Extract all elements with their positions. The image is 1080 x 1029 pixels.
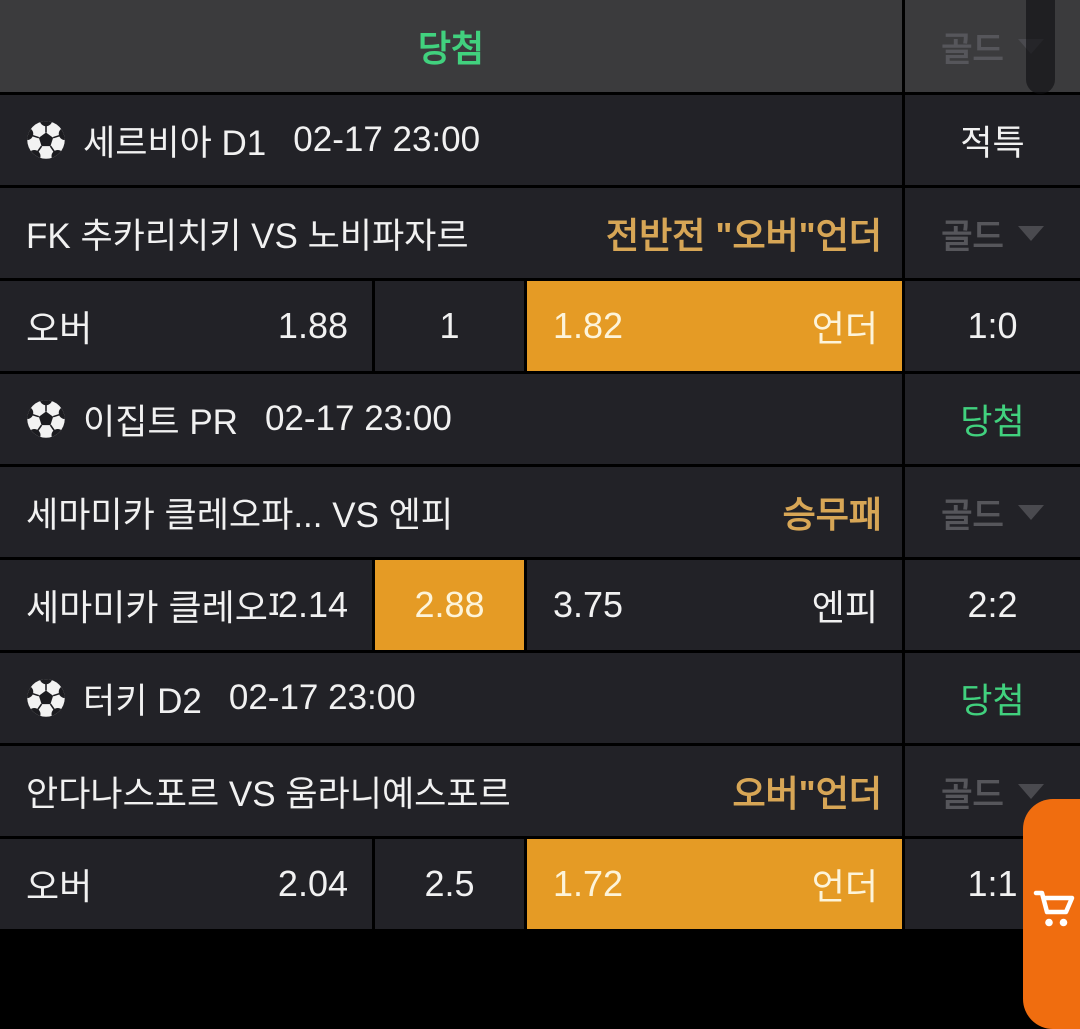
league-name: 터키 D2 [83, 681, 202, 721]
match-datetime: 02-17 23:00 [264, 399, 452, 438]
result-badge: 당첨 [960, 681, 1025, 721]
odds-cell-line[interactable]: 1 [375, 281, 527, 371]
odds-cell-home[interactable]: 세마미카 클레오파 2.14 [0, 560, 375, 650]
gold-dropdown[interactable]: 골드 [941, 767, 1044, 816]
odds-cell-over[interactable]: 오버 1.88 [0, 281, 375, 371]
match-score: 1:0 [967, 305, 1018, 346]
gold-dropdown[interactable]: 골드 [941, 209, 1044, 258]
odds-cell-over[interactable]: 오버 2.04 [0, 839, 375, 929]
match-title: 세마미카 클레오파... VS 엔피 [26, 495, 454, 535]
odds-value: 1.88 [277, 305, 348, 346]
odds-row: 오버 1.88 1 1.82 언더 1:0 [0, 281, 1080, 374]
match-title-row: FK 추카리치키 VS 노비파자르 전반전 "오버"언더 골드 [0, 188, 1080, 281]
gold-dropdown-label: 골드 [941, 217, 1004, 256]
league-name: 이집트 PR [83, 402, 238, 442]
soccer-ball-icon [26, 399, 66, 439]
odds-value: 2.14 [277, 584, 348, 625]
odds-value: 1 [439, 305, 460, 346]
odds-label: 세마미카 클레오파 [26, 587, 278, 628]
odds-cell-under-selected[interactable]: 1.82 언더 [527, 281, 902, 371]
odds-cell-under-selected[interactable]: 1.72 언더 [527, 839, 902, 929]
league-row: 세르비아 D1 02-17 23:00 적특 [0, 95, 1080, 188]
bet-type-label: 오버"언더 [732, 773, 882, 814]
soccer-ball-icon [26, 678, 66, 718]
match-datetime: 02-17 23:00 [228, 678, 416, 717]
bet-type-label: 전반전 "오버"언더 [606, 215, 882, 256]
match-score: 1:1 [967, 863, 1018, 904]
gold-dropdown-label: 골드 [941, 775, 1004, 814]
chevron-down-icon [1017, 783, 1044, 799]
gold-dropdown-label: 골드 [941, 30, 1004, 69]
odds-value: 2.88 [414, 584, 485, 625]
odds-label: 오버 [26, 308, 93, 349]
match-title-row: 안다나스포르 VS 움라니예스포르 오버"언더 골드 [0, 746, 1080, 839]
chevron-down-icon [1017, 504, 1044, 520]
gold-dropdown[interactable]: 골드 [941, 488, 1044, 537]
shopping-cart-icon [1033, 890, 1075, 927]
odds-label: 엔피 [811, 587, 878, 628]
league-row: 터키 D2 02-17 23:00 당첨 [0, 653, 1080, 746]
slip-result-label: 당첨 [417, 28, 485, 69]
match-score: 2:2 [967, 584, 1018, 625]
league-name: 세르비아 D1 [83, 123, 267, 163]
odds-label: 언더 [811, 308, 878, 349]
odds-value: 3.75 [553, 584, 624, 625]
odds-label: 오버 [26, 866, 93, 907]
odds-row: 오버 2.04 2.5 1.72 언더 1:1 [0, 839, 1080, 932]
odds-value: 1.72 [553, 863, 624, 904]
odds-row: 세마미카 클레오파 2.14 2.88 3.75 엔피 2:2 [0, 560, 1080, 653]
gold-dropdown-label: 골드 [941, 496, 1004, 535]
match-title: 안다나스포르 VS 움라니예스포르 [26, 774, 511, 814]
odds-value: 1.82 [553, 305, 624, 346]
chevron-down-icon [1017, 225, 1044, 241]
slip-header: 당첨 골드 [0, 0, 1080, 95]
odds-cell-away[interactable]: 3.75 엔피 [527, 560, 902, 650]
match-title-row: 세마미카 클레오파... VS 엔피 승무패 골드 [0, 467, 1080, 560]
match-datetime: 02-17 23:00 [293, 120, 481, 159]
league-row: 이집트 PR 02-17 23:00 당첨 [0, 374, 1080, 467]
result-badge: 당첨 [960, 402, 1025, 442]
odds-value: 2.5 [424, 863, 475, 904]
odds-cell-line[interactable]: 2.5 [375, 839, 527, 929]
bet-type-label: 승무패 [782, 494, 882, 535]
cart-fab-button[interactable] [1023, 799, 1080, 1029]
odds-value: 2.04 [277, 863, 348, 904]
result-badge: 적특 [960, 123, 1025, 163]
soccer-ball-icon [26, 120, 66, 160]
odds-cell-draw-selected[interactable]: 2.88 [375, 560, 527, 650]
odds-label: 언더 [811, 866, 878, 907]
match-title: FK 추카리치키 VS 노비파자르 [26, 216, 469, 256]
scrollbar-thumb[interactable] [1026, 0, 1055, 94]
